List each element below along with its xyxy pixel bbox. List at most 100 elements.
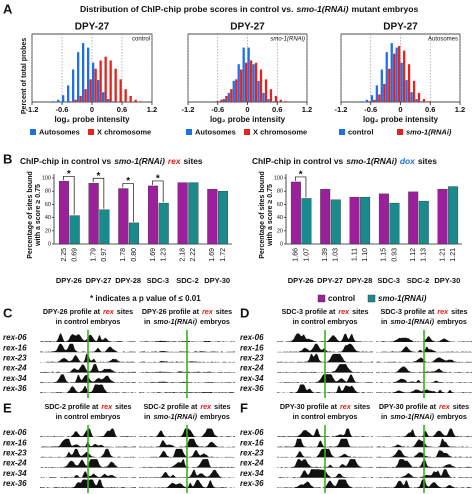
score-label: 1.69 bbox=[209, 248, 216, 262]
track-profile bbox=[376, 428, 472, 437]
text-part: rex bbox=[101, 402, 113, 411]
track-title: in control embryos bbox=[293, 412, 358, 421]
text-part: embryos bbox=[200, 317, 230, 326]
row-label: rex-24 bbox=[240, 364, 264, 373]
x-tick-label: -1.2 bbox=[335, 105, 348, 114]
y-tick-label: 40 bbox=[45, 215, 51, 221]
track-profile bbox=[139, 350, 235, 353]
y-axis-label: Percentage of sites bound bbox=[27, 171, 34, 259]
legend-swatch bbox=[30, 129, 36, 135]
track-profile bbox=[139, 340, 235, 342]
y-tick-label: 20 bbox=[45, 228, 51, 234]
text-part: rex bbox=[200, 402, 212, 411]
histogram-bar bbox=[267, 98, 270, 102]
bar bbox=[320, 189, 331, 245]
histogram-bar bbox=[390, 43, 393, 102]
row-label: rex-36 bbox=[240, 479, 264, 488]
score-label: 1.66 bbox=[293, 248, 300, 262]
track-profile bbox=[139, 469, 235, 478]
y-tick-label: 60 bbox=[277, 202, 283, 208]
track-title: in smo-1(RNAi) embryos bbox=[381, 412, 467, 421]
text-part: SDC-3 profile at bbox=[281, 307, 336, 316]
panel-letter: D bbox=[240, 305, 249, 320]
histogram-bar bbox=[400, 62, 403, 102]
histogram-bar bbox=[254, 62, 258, 102]
x-tick-label: 0 bbox=[398, 105, 402, 114]
x-tick-label: -1.2 bbox=[182, 105, 195, 114]
text-part: SDC-3 profile at bbox=[380, 307, 435, 316]
significance-mark: * bbox=[97, 171, 101, 182]
score-label: 1.10 bbox=[362, 248, 369, 262]
track-title: SDC-2 profile at rex sites bbox=[143, 402, 230, 411]
histogram-bar bbox=[252, 64, 255, 102]
y-axis-label: with a score ≥ 0.75 bbox=[35, 184, 42, 247]
panel-letter: E bbox=[3, 400, 12, 415]
x-tick-label: DPY-26 bbox=[288, 276, 314, 285]
x-tick-label: -0.6 bbox=[211, 105, 224, 114]
bar bbox=[301, 198, 312, 245]
histogram-bar bbox=[119, 79, 122, 102]
row-label: rex-23 bbox=[240, 449, 264, 458]
significance-bracket bbox=[122, 183, 134, 222]
histogram-bar bbox=[225, 95, 228, 102]
text-part: in control embryos bbox=[293, 317, 358, 326]
bar bbox=[158, 202, 169, 245]
row-label: rex-24 bbox=[3, 459, 27, 468]
row-label: rex-16 bbox=[3, 343, 27, 352]
histogram-bar bbox=[67, 85, 70, 102]
x-tick-label: 0.6 bbox=[272, 105, 282, 114]
track-title: in smo-1(RNAi) embryos bbox=[381, 317, 467, 326]
y-axis-label: Percent of total probes bbox=[21, 38, 28, 114]
row-label: rex-06 bbox=[240, 428, 264, 437]
track-title: in control embryos bbox=[56, 317, 121, 326]
track-title: DPY-30 profile at rex sites bbox=[379, 402, 469, 411]
text-part: DPY-26 profile at bbox=[142, 307, 200, 316]
bar bbox=[418, 200, 429, 245]
legend-label: smo-1(RNAi) bbox=[406, 127, 452, 136]
text-part: sites bbox=[352, 307, 368, 316]
text-part: sites bbox=[418, 156, 437, 166]
histogram-bar bbox=[247, 47, 250, 102]
histogram-bar bbox=[217, 101, 221, 102]
histogram-bar bbox=[72, 69, 75, 102]
histogram-bar bbox=[227, 92, 230, 102]
text-part: in bbox=[381, 317, 387, 326]
track-title: DPY-26 profile at rex sites bbox=[43, 307, 133, 316]
histogram-bar bbox=[410, 92, 413, 102]
histogram-bar bbox=[79, 95, 82, 102]
score-label: 0.69 bbox=[72, 248, 79, 262]
y-axis-label: with a score ≥ 0.75 bbox=[267, 184, 274, 247]
y-tick-label: 20 bbox=[277, 228, 283, 234]
score-label: 1.79 bbox=[91, 248, 98, 262]
histogram-bar bbox=[94, 68, 97, 102]
track-profile bbox=[139, 438, 235, 448]
x-tick-label: 1.2 bbox=[455, 105, 465, 114]
histogram-bar bbox=[427, 101, 431, 102]
panel-letter: F bbox=[240, 400, 248, 415]
inset-label: smo-1(RNAi) bbox=[270, 37, 305, 43]
track-profile bbox=[277, 364, 373, 373]
row-label: rex-34 bbox=[240, 374, 264, 383]
track-title: in control embryos bbox=[56, 412, 121, 421]
histogram-bar bbox=[240, 69, 243, 102]
histogram-bar bbox=[365, 99, 369, 102]
histogram-bar bbox=[99, 60, 102, 102]
track-title: in smo-1(RNAi) embryos bbox=[144, 412, 230, 421]
histogram-bar bbox=[380, 69, 383, 102]
histogram-bar bbox=[393, 53, 396, 102]
row-label: rex-16 bbox=[240, 343, 264, 352]
y-tick-label: 80 bbox=[277, 189, 283, 195]
significance-mark: * bbox=[67, 169, 71, 180]
histogram-bar bbox=[220, 99, 223, 102]
y-tick-label: 40 bbox=[277, 215, 283, 221]
histogram-bar bbox=[82, 43, 85, 102]
track-profile bbox=[277, 479, 373, 488]
chart-title: ChIP-chip in control vs smo-1(RNAi) dox sit… bbox=[252, 156, 437, 166]
x-tick-label: 1.2 bbox=[147, 105, 157, 114]
chart-title: DPY-27 bbox=[383, 22, 418, 33]
histogram-bar bbox=[262, 92, 265, 102]
bar bbox=[378, 193, 389, 245]
histogram-bar bbox=[237, 64, 240, 102]
significance-bracket bbox=[152, 180, 164, 203]
x-tick-label: 0.6 bbox=[425, 105, 435, 114]
